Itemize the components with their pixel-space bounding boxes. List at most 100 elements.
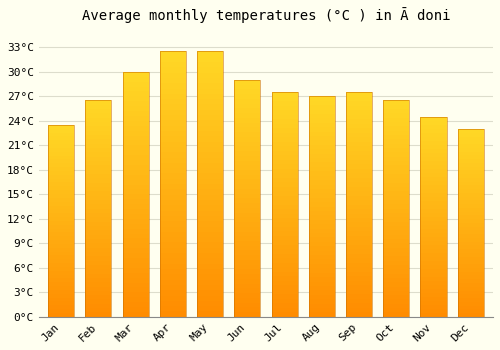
Bar [346, 150, 372, 155]
Bar [272, 214, 297, 218]
Bar [197, 120, 223, 126]
Bar [122, 140, 148, 145]
Bar [272, 124, 297, 128]
Bar [48, 309, 74, 313]
Bar [48, 217, 74, 221]
Bar [122, 82, 148, 86]
Bar [420, 141, 446, 145]
Bar [122, 219, 148, 224]
Bar [197, 280, 223, 285]
Bar [308, 268, 335, 273]
Bar [86, 135, 112, 139]
Bar [122, 180, 148, 184]
Bar [48, 294, 74, 298]
Bar [234, 108, 260, 113]
Bar [197, 99, 223, 105]
Bar [86, 178, 112, 183]
Bar [122, 238, 148, 243]
Bar [122, 150, 148, 155]
Bar [346, 281, 372, 285]
Bar [383, 278, 409, 282]
Bar [383, 274, 409, 278]
Bar [86, 239, 112, 243]
Bar [272, 196, 297, 200]
Bar [160, 264, 186, 269]
Bar [458, 144, 483, 148]
Bar [420, 285, 446, 289]
Bar [234, 165, 260, 170]
Bar [160, 258, 186, 264]
Bar [160, 51, 186, 317]
Bar [272, 97, 297, 101]
Bar [160, 174, 186, 179]
Bar [160, 216, 186, 221]
Bar [420, 117, 446, 317]
Bar [234, 274, 260, 279]
Bar [234, 156, 260, 161]
Bar [420, 189, 446, 193]
Bar [383, 100, 409, 317]
Bar [160, 105, 186, 110]
Bar [346, 97, 372, 101]
Bar [420, 205, 446, 209]
Bar [458, 283, 483, 287]
Bar [122, 160, 148, 165]
Bar [86, 191, 112, 196]
Bar [234, 80, 260, 317]
Bar [308, 149, 335, 154]
Bar [160, 99, 186, 105]
Bar [234, 194, 260, 198]
Bar [383, 213, 409, 217]
Bar [160, 237, 186, 243]
Bar [383, 234, 409, 239]
Bar [458, 159, 483, 163]
Bar [234, 312, 260, 317]
Bar [346, 187, 372, 191]
Bar [48, 248, 74, 252]
Bar [160, 248, 186, 253]
Bar [308, 295, 335, 299]
Bar [86, 161, 112, 165]
Bar [197, 232, 223, 237]
Bar [458, 163, 483, 167]
Bar [272, 308, 297, 312]
Bar [197, 221, 223, 226]
Bar [346, 115, 372, 119]
Bar [48, 125, 74, 129]
Bar [234, 132, 260, 137]
Bar [458, 260, 483, 264]
Bar [420, 153, 446, 157]
Bar [420, 121, 446, 125]
Bar [234, 232, 260, 236]
Bar [458, 275, 483, 279]
Bar [346, 133, 372, 137]
Bar [122, 214, 148, 219]
Bar [122, 135, 148, 140]
Bar [48, 229, 74, 232]
Bar [458, 204, 483, 208]
Bar [420, 313, 446, 317]
Bar [346, 182, 372, 187]
Bar [420, 197, 446, 201]
Bar [160, 168, 186, 174]
Bar [346, 250, 372, 254]
Bar [383, 174, 409, 178]
Bar [346, 303, 372, 308]
Bar [383, 109, 409, 113]
Bar [420, 157, 446, 161]
Bar [383, 126, 409, 131]
Bar [234, 279, 260, 284]
Bar [308, 290, 335, 295]
Bar [272, 272, 297, 276]
Bar [420, 133, 446, 137]
Bar [420, 253, 446, 257]
Bar [383, 157, 409, 161]
Bar [86, 274, 112, 278]
Bar [48, 190, 74, 194]
Bar [48, 133, 74, 136]
Bar [346, 267, 372, 272]
Bar [346, 146, 372, 150]
Bar [420, 249, 446, 253]
Bar [197, 312, 223, 317]
Bar [234, 127, 260, 132]
